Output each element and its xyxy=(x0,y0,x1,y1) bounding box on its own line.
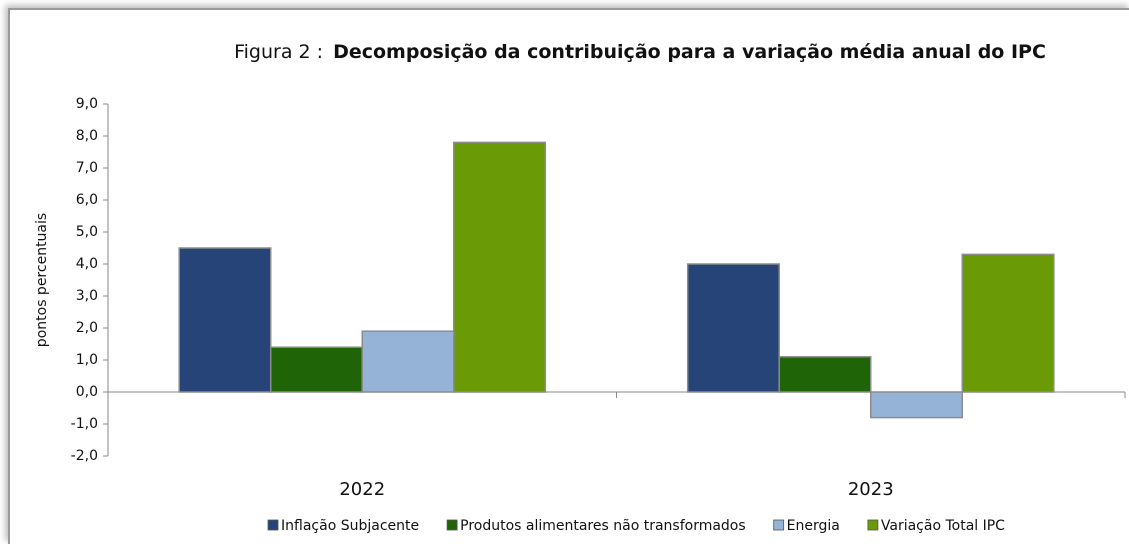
bar xyxy=(453,141,547,393)
y-tick-label: 5,0 xyxy=(76,224,98,240)
bar xyxy=(686,263,780,393)
y-axis-label: pontos percentuais xyxy=(34,213,50,347)
bar xyxy=(361,330,455,393)
y-tick-label: 6,0 xyxy=(76,192,98,208)
chart-title: Figura 2 : Decomposição da contribuição … xyxy=(234,41,1046,63)
title-label: Figura 2 : xyxy=(234,41,323,63)
y-tick-label: 0,0 xyxy=(76,384,98,400)
y-tick-label: 8,0 xyxy=(76,128,98,144)
bar xyxy=(269,346,363,393)
legend-swatch xyxy=(867,519,879,531)
title-text: Decomposição da contribuição para a vari… xyxy=(333,41,1046,63)
y-tick-label: 4,0 xyxy=(76,256,98,272)
legend-label: Variação Total IPC xyxy=(881,518,1005,534)
legend-label: Produtos alimentares não transformados xyxy=(460,518,746,534)
y-tick-label: -2,0 xyxy=(71,448,98,464)
legend-swatch xyxy=(773,519,785,531)
bar xyxy=(870,391,964,419)
legend-swatch xyxy=(446,519,458,531)
bar xyxy=(178,247,272,393)
legend: Inflação Subjacente Produtos alimentares … xyxy=(267,518,1005,534)
bar xyxy=(778,356,872,393)
legend-label: Inflação Subjacente xyxy=(281,518,419,534)
y-tick-label: 3,0 xyxy=(76,288,98,304)
bar xyxy=(961,253,1055,393)
legend-swatch xyxy=(267,519,279,531)
x-tick-label: 2022 xyxy=(339,479,385,500)
legend-label: Energia xyxy=(787,518,840,534)
y-tick-label: 7,0 xyxy=(76,160,98,176)
y-tick-label: 2,0 xyxy=(76,320,98,336)
x-tick-label: 2023 xyxy=(848,479,894,500)
y-tick-label: -1,0 xyxy=(71,416,98,432)
y-tick-label: 1,0 xyxy=(76,352,98,368)
y-tick-label: 9,0 xyxy=(76,96,98,112)
